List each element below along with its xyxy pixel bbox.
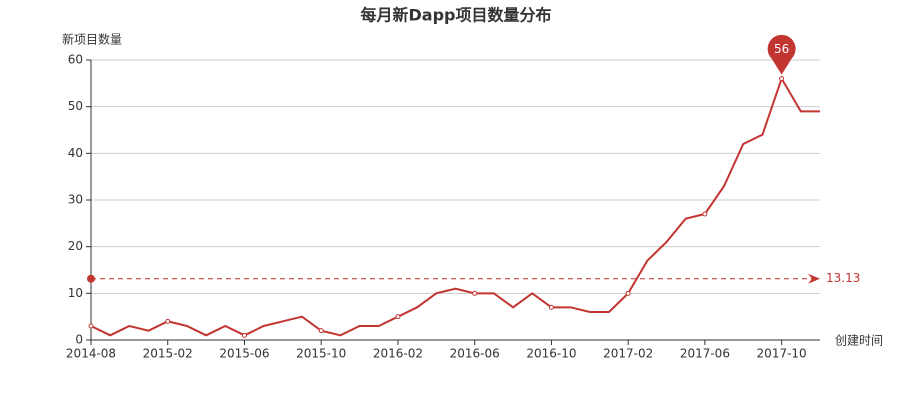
line	[90, 76, 820, 337]
x-tick-label: 2015-10	[296, 347, 346, 361]
x-tick-label: 2016-10	[526, 347, 576, 361]
x-tick-label: 2017-06	[680, 347, 730, 361]
y-tick-label: 20	[68, 239, 83, 253]
x-tick-label: 2017-10	[757, 347, 807, 361]
y-tick-label: 10	[68, 286, 83, 300]
point	[548, 304, 554, 310]
average-label: 13.13	[826, 271, 860, 285]
x-tick-label: 2016-02	[373, 347, 423, 361]
point	[702, 211, 708, 217]
point	[241, 332, 247, 338]
x-tick-label: 2016-06	[450, 347, 500, 361]
chart-title: 每月新Dapp项目数量分布	[361, 6, 552, 25]
x-tick-label: 2017-02	[603, 347, 653, 361]
point	[395, 314, 401, 320]
y-tick-label: 30	[68, 193, 83, 207]
x-axis-label: 创建时间	[835, 334, 883, 348]
y-tick-label: 40	[68, 146, 83, 160]
y-tick-label: 60	[68, 53, 83, 67]
y-tick-label: 50	[68, 99, 83, 113]
point	[318, 328, 324, 334]
average-arrow	[808, 273, 820, 284]
y-axis-label: 新项目数量	[62, 32, 122, 47]
point	[625, 290, 631, 296]
x-tick-label: 2014-08	[66, 347, 116, 361]
max-pin	[767, 34, 796, 75]
y-tick-label: 0	[75, 333, 83, 347]
point	[779, 76, 785, 82]
max-label: 56	[774, 42, 789, 56]
x-tick-label: 2015-02	[143, 347, 193, 361]
x-tick-label: 2015-06	[219, 347, 269, 361]
point	[472, 290, 478, 296]
point	[165, 318, 171, 324]
point	[88, 323, 94, 329]
